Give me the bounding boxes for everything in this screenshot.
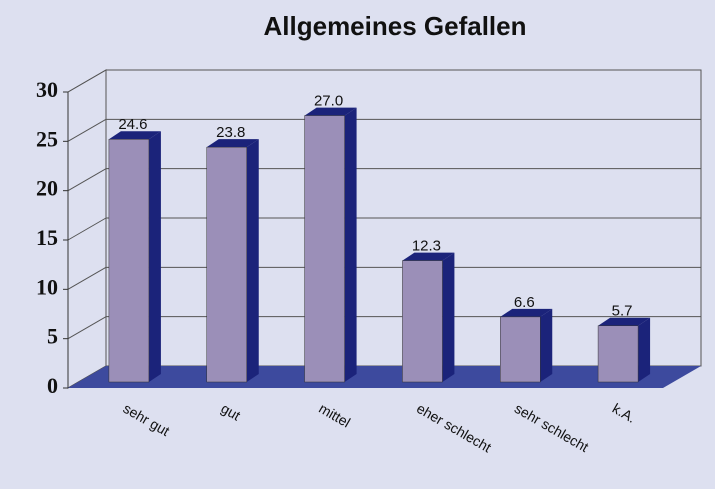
data-label: 5.7	[612, 303, 633, 320]
bar-side	[148, 131, 161, 382]
bar-top	[402, 252, 455, 261]
bar-side	[638, 317, 651, 382]
y-tick-label: 15	[36, 225, 58, 250]
y-tick-label: 25	[36, 126, 58, 151]
bar-top	[500, 308, 553, 317]
bar-side	[246, 139, 259, 382]
data-label: 27.0	[314, 93, 343, 110]
bar	[500, 316, 541, 383]
bar	[304, 115, 345, 383]
y-tick-label: 30	[36, 77, 58, 102]
bar-side	[540, 308, 553, 382]
bar-top	[304, 107, 357, 116]
bar-top	[108, 131, 161, 140]
grid-line	[67, 69, 107, 93]
bar-side	[344, 107, 357, 382]
bar	[597, 325, 639, 383]
data-label: 12.3	[412, 238, 441, 255]
grid-line	[67, 217, 107, 241]
bar	[402, 260, 443, 383]
grid-line	[67, 266, 107, 290]
y-tick-label: 5	[47, 324, 58, 349]
grid-line	[67, 118, 107, 142]
y-tick-label: 20	[36, 176, 58, 201]
grid-line	[67, 316, 107, 340]
bar	[206, 146, 247, 383]
chart-title: Allgemeines Gefallen	[264, 11, 527, 41]
data-label: 24.6	[118, 116, 147, 133]
bar	[108, 139, 150, 383]
data-label: 23.8	[216, 124, 245, 141]
grid-line	[67, 168, 107, 192]
bar-side	[442, 252, 455, 382]
bar-top	[598, 317, 651, 326]
y-tick-label: 0	[47, 373, 58, 398]
data-label: 6.6	[514, 294, 535, 311]
bar-top	[206, 139, 259, 148]
y-tick-label: 10	[36, 274, 58, 299]
